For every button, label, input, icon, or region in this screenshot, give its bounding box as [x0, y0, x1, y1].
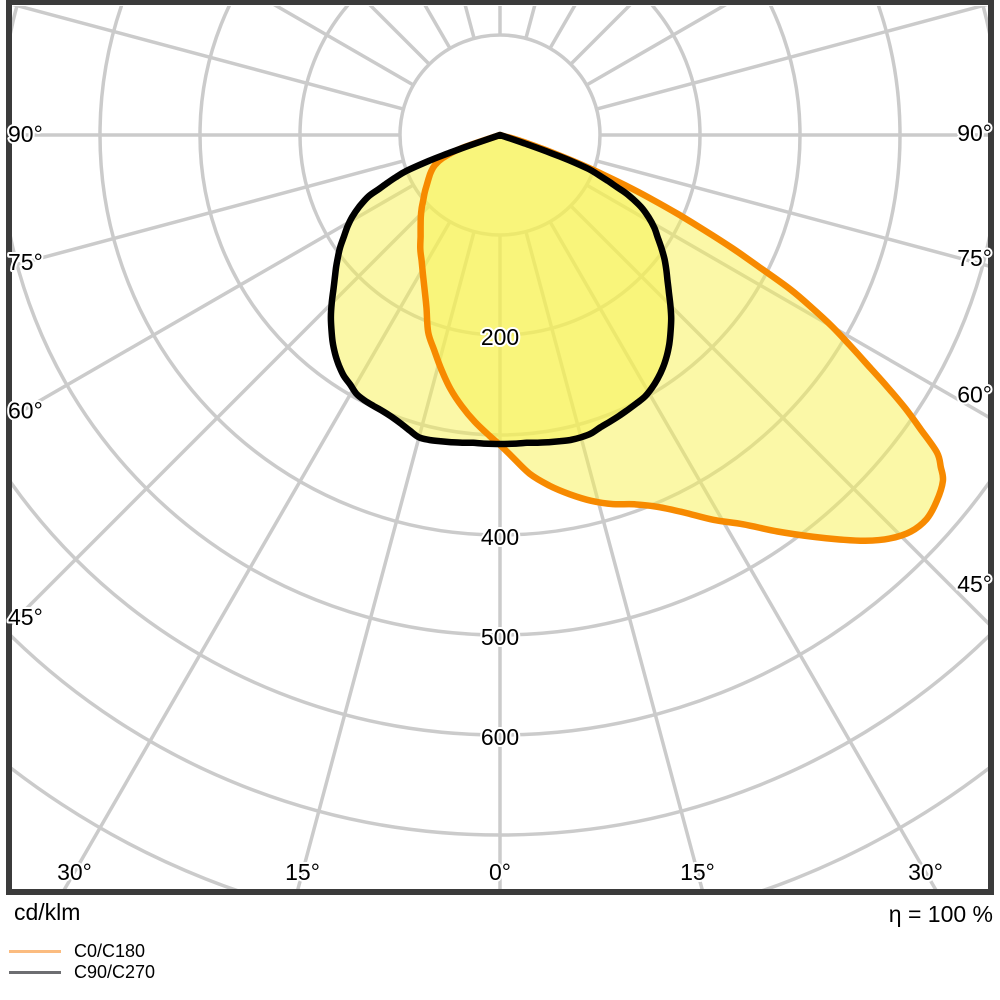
angle-label-right-90: 90°: [957, 120, 992, 146]
curve-c90-c270: [327, 131, 675, 448]
radial-label-400: 400: [481, 524, 519, 550]
legend-label-c90-c270: C90/C270: [74, 962, 156, 982]
grid-spoke: [12, 159, 404, 268]
angle-label-right-45: 45°: [957, 571, 992, 597]
angle-label-left-75: 75°: [8, 249, 43, 275]
chart-legend: C0/C180 C90/C270: [9, 941, 155, 983]
angle-label-bottom-15-left: 15°: [285, 859, 320, 885]
c0-c180-line-swatch: [9, 950, 61, 953]
grid-spoke: [423, 6, 452, 50]
angle-label-bottom-30-left: 30°: [57, 859, 92, 885]
grid-spoke: [368, 6, 431, 66]
legend-item-c0-c180: C0/C180: [9, 941, 155, 962]
axis-labels: 90° 90° 75° 75° 60° 60° 45° 45° 30° 15° 0° 15° 30° 20…: [6, 118, 994, 887]
grid-spoke: [62, 220, 452, 890]
radial-label-500: 500: [481, 624, 519, 650]
legend-label-c0-c180: C0/C180: [74, 941, 146, 961]
grid-spoke: [596, 159, 988, 268]
grid-spoke: [548, 6, 577, 50]
grid-spoke: [569, 6, 632, 66]
grid-spoke: [596, 6, 988, 111]
radial-label-200: 200: [481, 324, 519, 350]
intensity-curves: [327, 131, 947, 545]
c90-c270-line-swatch: [9, 971, 61, 974]
angle-label-right-75: 75°: [957, 245, 992, 271]
grid-spoke: [524, 6, 537, 39]
grid-spoke: [295, 231, 476, 890]
grid-spoke: [463, 6, 476, 39]
grid-spoke: [12, 183, 415, 419]
angle-label-left-90: 90°: [8, 121, 43, 147]
grid-spoke: [12, 6, 404, 111]
angle-label-left-45: 45°: [8, 604, 43, 630]
grid-spoke: [12, 204, 431, 626]
curve-c0-c180: [416, 131, 947, 545]
lobe-fill-c90-c270: [330, 135, 672, 444]
angle-label-bottom-0: 0°: [489, 859, 511, 885]
angle-label-bottom-30-right: 30°: [908, 859, 943, 885]
angle-label-bottom-15-right: 15°: [680, 859, 715, 885]
angle-label-right-60: 60°: [957, 382, 992, 408]
legend-item-c90-c270: C90/C270: [9, 962, 155, 983]
angle-label-left-60: 60°: [8, 398, 43, 424]
unit-label: cd/klm: [14, 899, 81, 925]
radial-label-600: 600: [481, 724, 519, 750]
efficiency-label: η = 100 %: [888, 901, 993, 927]
plot-frame: [6, 0, 994, 895]
